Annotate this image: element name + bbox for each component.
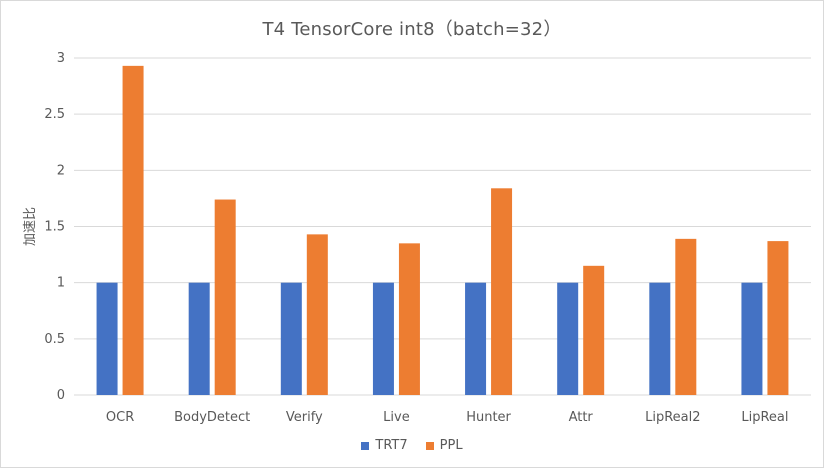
bar-ppl-bodydetect (214, 199, 236, 395)
y-tick-label: 1.5 (44, 220, 65, 235)
x-tick-label: LipReal (741, 410, 788, 425)
x-tick-label: Live (383, 410, 410, 425)
legend-swatch-ppl (425, 441, 434, 450)
x-tick-label: OCR (106, 410, 134, 425)
bar-trt7-hunter (465, 282, 487, 395)
bar-ppl-live (398, 243, 420, 395)
chart-title: T4 TensorCore int8（batch=32） (262, 19, 562, 40)
x-tick-label: Verify (286, 410, 323, 425)
legend-item-ppl: PPL (425, 438, 463, 453)
legend: TRT7 PPL (1, 438, 823, 453)
bar-ppl-hunter (491, 188, 513, 395)
x-tick-label: Attr (569, 410, 594, 425)
legend-item-trt7: TRT7 (361, 438, 408, 453)
x-tick-label: LipReal2 (645, 410, 700, 425)
bar-trt7-live (372, 282, 394, 395)
bar-trt7-bodydetect (188, 282, 210, 395)
bar-ppl-lipreal (767, 241, 789, 395)
bar-trt7-verify (280, 282, 302, 395)
bar-ppl-attr (583, 265, 605, 395)
y-tick-label: 0.5 (44, 332, 65, 347)
legend-label-trt7: TRT7 (375, 438, 408, 453)
y-tick-label: 3 (57, 51, 65, 66)
y-axis-label: 加速比 (23, 207, 38, 246)
legend-swatch-trt7 (361, 441, 370, 450)
bar-trt7-lipreal2 (649, 282, 671, 395)
y-tick-label: 0 (57, 388, 65, 403)
y-tick-label: 1 (57, 276, 65, 291)
y-tick-label: 2 (57, 163, 65, 178)
bar-trt7-ocr (96, 282, 118, 395)
x-tick-label: Hunter (466, 410, 511, 425)
bar-ppl-ocr (122, 65, 144, 395)
bar-ppl-verify (306, 234, 328, 395)
bar-trt7-attr (557, 282, 579, 395)
bar-trt7-lipreal (741, 282, 763, 395)
y-tick-label: 2.5 (44, 107, 65, 122)
x-tick-label: BodyDetect (174, 410, 250, 425)
legend-label-ppl: PPL (439, 438, 463, 453)
bar-ppl-lipreal2 (675, 238, 697, 395)
